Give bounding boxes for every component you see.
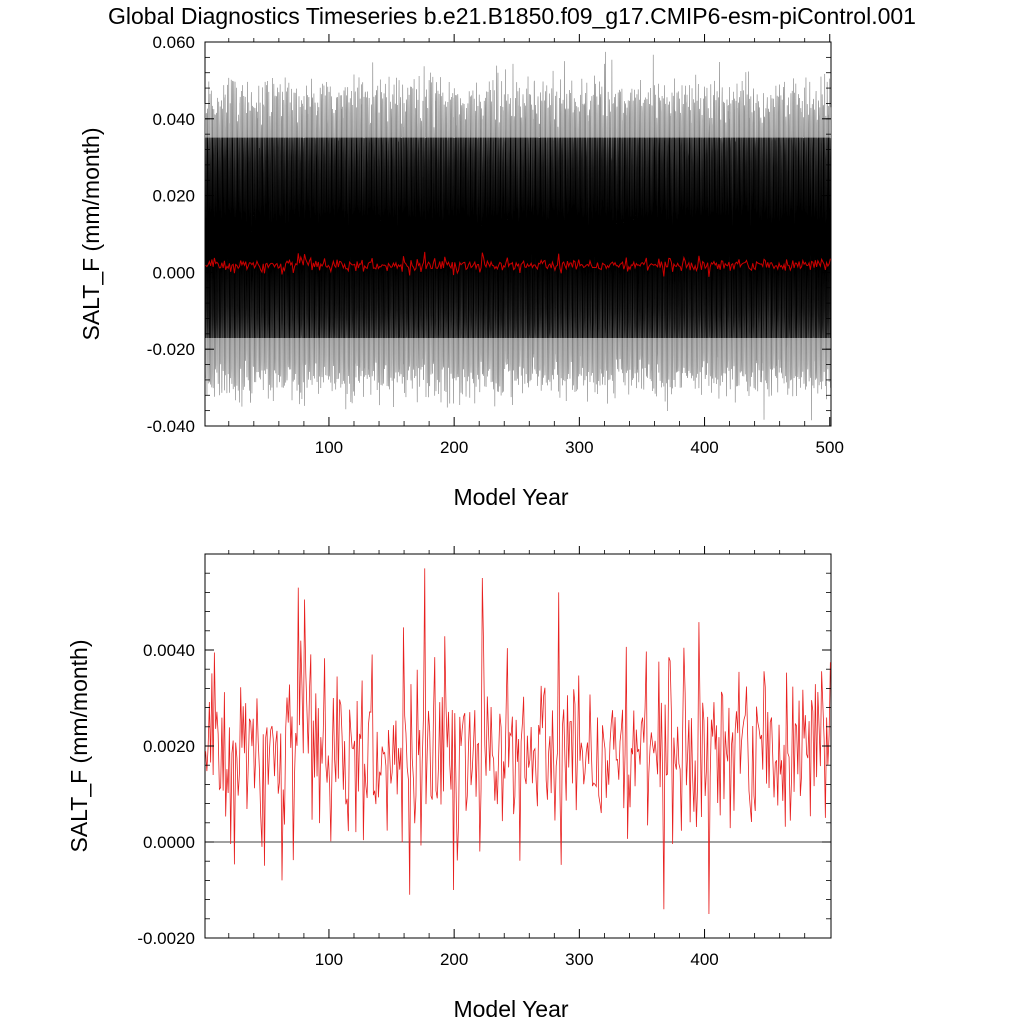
top-x-tick-label: 200	[440, 438, 468, 457]
bottom-x-tick-label: 100	[315, 950, 343, 969]
bottom-y-tick-label: 0.0000	[143, 833, 195, 852]
bottom-chart-series	[205, 568, 831, 915]
bottom-annual-mean-series	[205, 568, 831, 915]
top-chart-series	[204, 51, 832, 421]
bottom-y-tick-label: 0.0040	[143, 641, 195, 660]
bottom-y-axis: -0.0020 0.0000 0.0020 0.0040	[137, 553, 831, 948]
bottom-x-tick-label: 300	[565, 950, 593, 969]
top-chart: -0.040 -0.020 0.000 0.020 0.040 0.060 100 200 3…	[78, 33, 844, 510]
bottom-x-axis-label: Model Year	[453, 996, 568, 1022]
top-y-tick-label: -0.040	[147, 417, 195, 436]
top-y-tick-label: 0.020	[152, 187, 195, 206]
bottom-y-tick-label: 0.0020	[143, 737, 195, 756]
top-x-tick-label: 500	[816, 438, 844, 457]
bottom-y-axis-label: SALT_F (mm/month)	[66, 640, 92, 853]
top-x-tick-label: 300	[565, 438, 593, 457]
top-y-tick-label: 0.060	[152, 33, 195, 52]
top-x-axis: 100 200 300 400 500	[228, 34, 844, 457]
top-x-tick-label: 400	[690, 438, 718, 457]
bottom-x-tick-label: 400	[690, 950, 718, 969]
top-monthly-series	[204, 137, 832, 339]
top-y-tick-label: 0.000	[152, 263, 195, 282]
top-y-tick-label: -0.020	[147, 340, 195, 359]
top-x-axis-label: Model Year	[453, 484, 568, 510]
top-x-tick-label: 100	[315, 438, 343, 457]
chart-title: Global Diagnostics Timeseries b.e21.B185…	[108, 3, 916, 29]
bottom-x-axis: 100 200 300 400	[228, 546, 806, 969]
bottom-y-tick-label: -0.0020	[137, 929, 195, 948]
bottom-x-tick-label: 200	[440, 950, 468, 969]
top-y-axis-label: SALT_F (mm/month)	[78, 128, 104, 341]
top-annual-mean-series	[205, 251, 831, 277]
top-y-tick-label: 0.040	[152, 110, 195, 129]
bottom-chart: -0.0020 0.0000 0.0020 0.0040 100 200 300 400 M…	[66, 546, 832, 1022]
